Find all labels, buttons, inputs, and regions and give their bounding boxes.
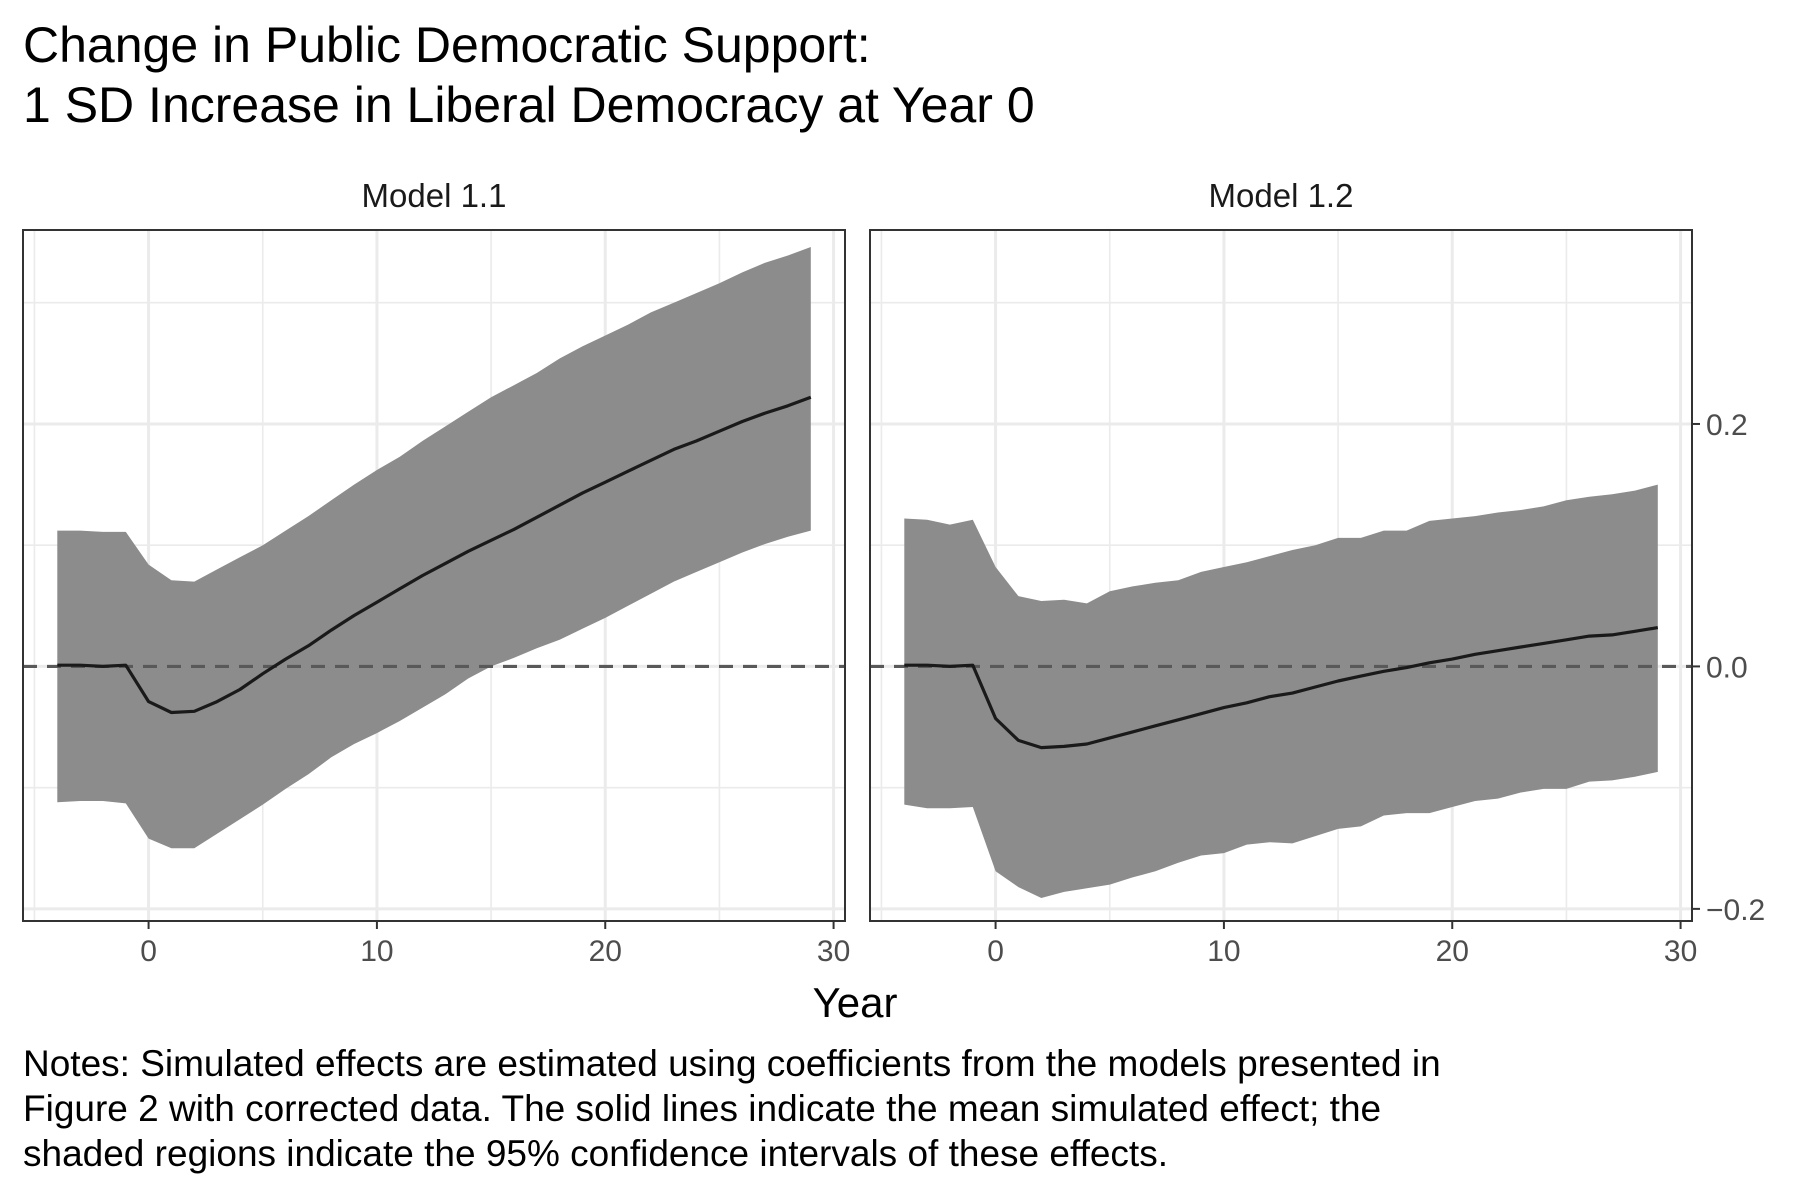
confidence-ribbon — [57, 247, 811, 849]
notes-line: shaded regions indicate the 95% confiden… — [23, 1133, 1168, 1174]
panel-strip-label: Model 1.2 — [1209, 177, 1354, 214]
y-tick-label: 0.0 — [1706, 651, 1748, 684]
panel-border — [869, 229, 1693, 922]
x-tick-label: 30 — [1664, 935, 1697, 968]
mean-effect-line — [57, 395, 812, 715]
chart-title-line1: Change in Public Democratic Support: — [23, 17, 871, 73]
x-tick-label: 30 — [817, 935, 850, 968]
x-tick-label: 0 — [987, 935, 1004, 968]
notes-line: Notes: Simulated effects are estimated u… — [23, 1043, 1441, 1084]
x-tick-label: 10 — [360, 935, 393, 968]
panel-border — [22, 229, 846, 922]
mean-effect-line — [904, 626, 1659, 750]
panel-model-1-1: Model 1.1 0 10 20 30 — [22, 177, 850, 968]
x-tick-label: 0 — [140, 935, 157, 968]
x-tick-label: 20 — [589, 935, 622, 968]
y-tick-label: 0.2 — [1706, 409, 1748, 442]
y-tick-label: −0.2 — [1706, 894, 1765, 927]
x-axis-label: Year — [813, 979, 898, 1026]
panel-model-1-2: Model 1.2 0 10 20 30 −0.2 0.0 0.2 — [869, 177, 1765, 968]
chart-title-line2: 1 SD Increase in Liberal Democracy at Ye… — [23, 77, 1035, 133]
figure: Model 1.1 0 10 20 30 Model 1.2 0 10 20 30 −0.2 0.0… — [22, 177, 1765, 1026]
notes-line: Figure 2 with corrected data. The solid … — [23, 1088, 1382, 1129]
confidence-ribbon — [904, 484, 1658, 898]
x-tick-label: 10 — [1207, 935, 1240, 968]
panel-strip-label: Model 1.1 — [362, 177, 507, 214]
notes: Notes: Simulated effects are estimated u… — [23, 1041, 1783, 1176]
x-tick-label: 20 — [1436, 935, 1469, 968]
